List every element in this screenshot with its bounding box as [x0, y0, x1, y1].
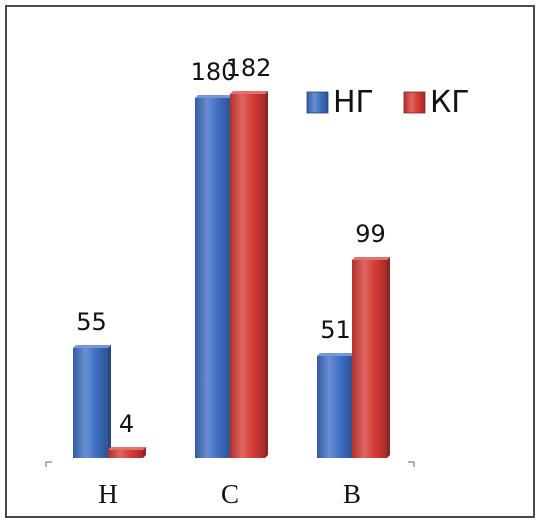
bar-нг-н [73, 348, 108, 458]
bar-top-cap [73, 345, 111, 348]
bar-кг-н [108, 450, 143, 458]
bar-side [108, 345, 111, 458]
bar-нг-с [195, 98, 230, 458]
data-label: 99 [355, 220, 386, 248]
axis-right-bracket [408, 461, 415, 467]
bar-top-cap [108, 447, 146, 450]
category-tick-label: В [343, 479, 361, 509]
legend-swatch-кг [403, 91, 426, 114]
legend-label-нг: НГ [333, 85, 374, 120]
legend-label-кг: КГ [430, 85, 470, 120]
legend-swatch-нг [306, 91, 329, 114]
legend-group: НГ КГ [306, 85, 470, 120]
bar-side [265, 91, 268, 458]
axis-left-bracket [45, 461, 52, 467]
data-label: 4 [119, 410, 134, 438]
bars-group [73, 91, 390, 458]
bar-нг-в [317, 356, 352, 458]
data-label: 51 [320, 316, 351, 344]
bar-top-cap [230, 91, 268, 94]
bar-top-cap [317, 353, 355, 356]
category-tick-label: С [221, 479, 239, 509]
bar-кг-в [352, 260, 387, 458]
bar-top-cap [352, 257, 390, 260]
data-label: 182 [226, 54, 272, 82]
bar-кг-с [230, 94, 265, 458]
data-label: 55 [76, 308, 107, 336]
bar-side [387, 257, 390, 458]
bar-top-cap [195, 95, 233, 98]
axis-group [45, 461, 415, 467]
data-label: 180 [191, 58, 237, 86]
bar-side [143, 447, 146, 458]
category-tick-label: Н [98, 479, 118, 509]
